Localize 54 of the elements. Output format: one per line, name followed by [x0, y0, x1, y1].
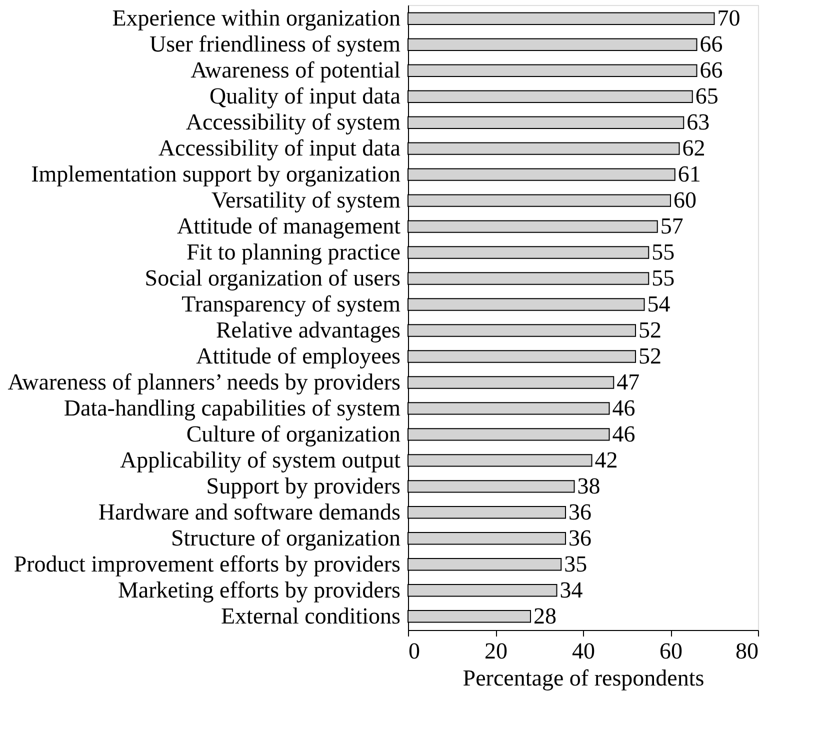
data-label: 70 — [717, 6, 740, 31]
data-label: 63 — [686, 110, 710, 135]
data-label: 55 — [652, 240, 675, 265]
data-label: 52 — [638, 343, 662, 368]
y-tick-label: External conditions — [221, 603, 401, 628]
y-tick-label: Product improvement efforts by providers — [14, 551, 401, 576]
y-tick-label: User friendliness of system — [149, 32, 401, 57]
data-label: 46 — [612, 421, 636, 446]
data-label: 42 — [594, 447, 618, 472]
data-label: 35 — [564, 551, 588, 576]
y-tick-label: Attitude of employees — [196, 343, 401, 368]
x-tick-label: 20 — [484, 638, 508, 664]
data-label: 55 — [652, 266, 675, 291]
y-tick-label: Data-handling capabilities of system — [64, 395, 401, 420]
y-tick-label: Culture of organization — [186, 421, 401, 446]
data-label: 47 — [616, 369, 640, 394]
data-label: 52 — [638, 317, 662, 342]
x-tick-label: 80 — [736, 638, 758, 664]
data-label: 61 — [678, 162, 701, 187]
y-tick-label: Quality of input data — [210, 84, 400, 109]
x-tick-label: 40 — [572, 638, 595, 664]
y-tick-label: Relative advantages — [216, 317, 401, 342]
y-tick-label: Versatility of system — [211, 188, 401, 213]
y-tick-label: Marketing efforts by providers — [118, 577, 401, 602]
x-tick-label: 0 — [408, 638, 420, 664]
data-label: 66 — [700, 32, 723, 57]
y-tick-label: Fit to planning practice — [186, 240, 400, 265]
data-label: 36 — [568, 525, 592, 550]
data-label: 66 — [700, 58, 723, 83]
data-label: 54 — [647, 292, 671, 317]
y-tick-label: Implementation support by organization — [31, 162, 401, 187]
y-tick-label: Awareness of planners’ needs by providers — [8, 369, 401, 394]
data-label: 57 — [660, 214, 684, 239]
y-tick-label: Social organization of users — [144, 266, 401, 291]
data-label: 60 — [674, 188, 696, 213]
y-tick-label: Accessibility of input data — [158, 136, 400, 161]
y-tick-label: Attitude of management — [176, 214, 402, 239]
y-tick-label: Structure of organization — [170, 525, 401, 550]
data-label: 46 — [612, 395, 636, 420]
data-label: 38 — [577, 473, 600, 498]
data-label: 65 — [695, 84, 718, 109]
data-label: 36 — [568, 499, 592, 524]
y-tick-label: Support by providers — [206, 473, 401, 498]
y-tick-label: Applicability of system output — [120, 447, 402, 472]
data-label: 62 — [682, 136, 706, 161]
data-label: 34 — [560, 577, 584, 602]
x-tick-label: 60 — [660, 638, 682, 664]
data-label: 28 — [534, 603, 556, 628]
y-tick-label: Hardware and software demands — [98, 499, 401, 524]
x-axis-title: Percentage of respondents — [462, 666, 704, 690]
y-tick-label: Transparency of system — [182, 292, 401, 317]
y-tick-label: Awareness of potential — [190, 58, 400, 83]
y-tick-label: Experience within organization — [112, 6, 401, 31]
y-tick-label: Accessibility of system — [186, 110, 401, 135]
